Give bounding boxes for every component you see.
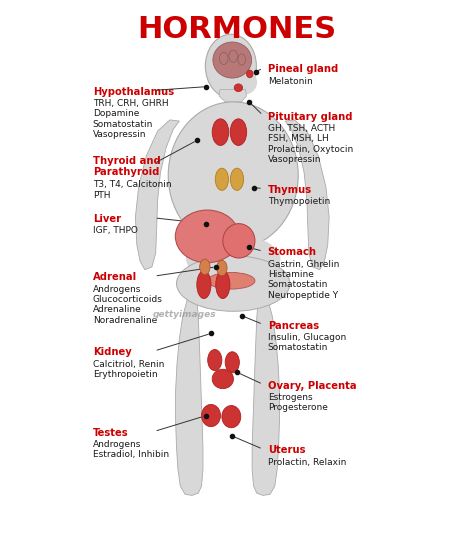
Text: TRH, CRH, GHRH
Dopamine
Somatostatin
Vasopressin: TRH, CRH, GHRH Dopamine Somatostatin Vas… bbox=[93, 99, 168, 139]
Ellipse shape bbox=[230, 168, 244, 190]
Ellipse shape bbox=[223, 224, 255, 258]
Text: Adrenal: Adrenal bbox=[93, 272, 137, 282]
Text: Pancreas: Pancreas bbox=[268, 321, 319, 331]
Text: Thymopoietin: Thymopoietin bbox=[268, 197, 330, 206]
Text: HORMONES: HORMONES bbox=[137, 14, 337, 43]
Ellipse shape bbox=[216, 271, 230, 299]
Circle shape bbox=[246, 70, 253, 78]
Text: GH, TSH, ACTH
FSH, MSH, LH
Prolactin, Oxytocin
Vasopressin: GH, TSH, ACTH FSH, MSH, LH Prolactin, Ox… bbox=[268, 124, 353, 164]
Text: T3, T4, Calcitonin
PTH: T3, T4, Calcitonin PTH bbox=[93, 180, 172, 200]
Text: Insulin, Glucagon
Somatostatin: Insulin, Glucagon Somatostatin bbox=[268, 333, 346, 353]
Text: Liver: Liver bbox=[93, 214, 121, 224]
Text: Calcitriol, Renin
Erythropoietin: Calcitriol, Renin Erythropoietin bbox=[93, 360, 164, 379]
Text: Thyroid and
Parathyroid: Thyroid and Parathyroid bbox=[93, 156, 161, 177]
Text: Ovary, Placenta: Ovary, Placenta bbox=[268, 381, 356, 391]
Ellipse shape bbox=[197, 271, 211, 299]
Text: Estrogens
Progesterone: Estrogens Progesterone bbox=[268, 393, 328, 412]
Polygon shape bbox=[219, 90, 246, 102]
Ellipse shape bbox=[168, 102, 298, 249]
Ellipse shape bbox=[205, 34, 256, 98]
Text: Gastrin, Ghrelin
Histamine
Somatostatin
Neuropeptide Y: Gastrin, Ghrelin Histamine Somatostatin … bbox=[268, 260, 339, 300]
Ellipse shape bbox=[200, 259, 210, 275]
Text: Pituitary gland: Pituitary gland bbox=[268, 112, 352, 122]
Text: Melatonin: Melatonin bbox=[268, 77, 312, 86]
Text: Uterus: Uterus bbox=[268, 445, 305, 455]
Text: Testes: Testes bbox=[93, 428, 128, 438]
Text: Prolactin, Relaxin: Prolactin, Relaxin bbox=[268, 458, 346, 466]
Text: Kidney: Kidney bbox=[93, 348, 132, 358]
Polygon shape bbox=[285, 120, 329, 270]
Text: Pineal gland: Pineal gland bbox=[268, 64, 338, 75]
Ellipse shape bbox=[208, 350, 222, 371]
Ellipse shape bbox=[175, 210, 239, 263]
Ellipse shape bbox=[213, 42, 252, 78]
Ellipse shape bbox=[176, 256, 290, 311]
Ellipse shape bbox=[208, 272, 255, 289]
Text: Stomach: Stomach bbox=[268, 247, 317, 257]
Ellipse shape bbox=[217, 260, 227, 276]
Ellipse shape bbox=[215, 168, 228, 190]
Ellipse shape bbox=[234, 84, 243, 92]
Text: gettyimages: gettyimages bbox=[153, 310, 217, 319]
Text: Hypothalamus: Hypothalamus bbox=[93, 87, 174, 97]
Polygon shape bbox=[175, 299, 203, 495]
Text: Thymus: Thymus bbox=[268, 185, 312, 195]
Ellipse shape bbox=[231, 70, 257, 95]
Ellipse shape bbox=[230, 119, 246, 146]
Ellipse shape bbox=[212, 369, 234, 389]
Polygon shape bbox=[252, 299, 280, 495]
Text: Androgens
Glucocorticoids
Adrenaline
Noradrenaline: Androgens Glucocorticoids Adrenaline Nor… bbox=[93, 285, 163, 325]
Circle shape bbox=[201, 404, 220, 426]
Ellipse shape bbox=[212, 119, 229, 146]
Ellipse shape bbox=[186, 235, 281, 282]
Polygon shape bbox=[136, 120, 179, 270]
Text: Androgens
Estradiol, Inhibin: Androgens Estradiol, Inhibin bbox=[93, 440, 169, 459]
Ellipse shape bbox=[225, 352, 239, 373]
Circle shape bbox=[222, 405, 241, 428]
Text: IGF, THPO: IGF, THPO bbox=[93, 226, 138, 235]
